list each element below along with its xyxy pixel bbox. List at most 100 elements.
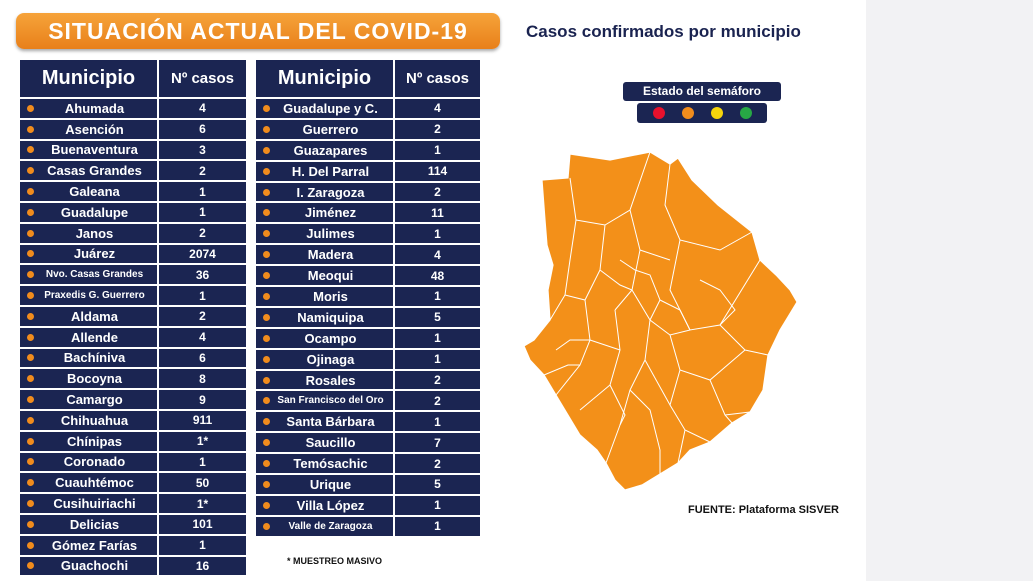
table-header: Municipio Nº casos [20, 60, 246, 97]
cases-count: 9 [159, 390, 246, 409]
municipio-name: Janos [75, 225, 114, 241]
table-body: Ahumada 4 Asención 6 Buenaventura 3 Casas Gran… [20, 99, 246, 576]
municipio-name: Saucillo [305, 435, 356, 451]
table-row: Casas Grandes 2 [20, 161, 246, 181]
table-row: Buenaventura 3 [20, 140, 246, 160]
traffic-light-legend: Estado del semáforo [623, 82, 781, 123]
cases-count: 4 [159, 327, 246, 347]
municipio-name: Allende [71, 329, 118, 345]
status-dot-icon [27, 146, 34, 154]
status-dot-icon [27, 188, 34, 196]
status-dot-icon [263, 125, 270, 133]
chihuahua-map [523, 151, 798, 491]
cases-count: 6 [159, 119, 246, 139]
table-row: Ojinaga 1 [256, 349, 480, 369]
table-row: Guerrero 2 [256, 119, 480, 139]
municipio-name: Julimes [306, 226, 355, 242]
municipio-name: Rosales [305, 372, 356, 388]
status-dot-icon [263, 460, 270, 468]
municipio-cell: Guadalupe [20, 202, 157, 222]
municipio-name: Guerrero [302, 121, 359, 137]
municipio-cell: Guazapares [256, 140, 393, 160]
municipio-name: Meoqui [307, 268, 354, 284]
cases-count: 1 [395, 412, 480, 432]
cases-count: 1* [159, 494, 246, 513]
cases-count: 1 [395, 328, 480, 348]
status-dot-icon [27, 416, 34, 424]
municipio-cell: Gómez Farías [20, 535, 157, 555]
municipio-name: Camargo [66, 392, 123, 408]
cases-count: 1 [159, 182, 246, 201]
municipio-cell: Cuauhtémoc [20, 473, 157, 493]
status-dot-icon [263, 501, 270, 509]
state-shape [523, 151, 798, 491]
municipio-cell: Saucillo [256, 433, 393, 453]
cases-count: 1* [159, 431, 246, 451]
status-dot-icon [263, 313, 270, 321]
municipio-name: Ahumada [64, 100, 125, 116]
table-row: Santa Bárbara 1 [256, 412, 480, 432]
municipio-cell: Ojinaga [256, 349, 393, 369]
table-row: Rosales 2 [256, 370, 480, 390]
cases-count: 2 [395, 391, 480, 411]
municipio-cell: Santa Bárbara [256, 412, 393, 432]
municipio-name: Madera [307, 247, 354, 263]
municipio-cell: Bachíniva [20, 348, 157, 368]
municipio-cell: Rosales [256, 370, 393, 390]
municipio-name: Chihuahua [60, 412, 129, 428]
cases-count: 101 [159, 514, 246, 534]
municipio-cell: Galeana [20, 182, 157, 201]
status-dot-icon [263, 376, 270, 384]
municipio-name: Bocoyna [67, 371, 122, 387]
status-dot-icon [27, 541, 34, 549]
table-row: Bachíniva 6 [20, 348, 246, 368]
status-dot-icon [27, 250, 34, 258]
table-row: Cusihuiriachi 1* [20, 494, 246, 513]
municipio-cell: Guadalupe y C. [256, 99, 393, 118]
status-dot-icon [263, 439, 270, 447]
municipio-name: Valle de Zaragoza [288, 520, 373, 532]
table-row: I. Zaragoza 2 [256, 182, 480, 202]
municipio-name: Guachochi [60, 558, 129, 574]
municipio-name: Santa Bárbara [286, 414, 375, 430]
table-row: Valle de Zaragoza 1 [256, 516, 480, 536]
status-dot-icon [263, 188, 270, 196]
light-yellow-icon [710, 107, 723, 119]
light-orange-icon [681, 107, 694, 119]
municipio-cell: Camargo [20, 390, 157, 409]
table-row: Urique 5 [256, 475, 480, 494]
cases-count: 1 [395, 349, 480, 369]
cases-count: 2 [159, 306, 246, 326]
header-casos: Nº casos [395, 60, 480, 97]
cases-count: 16 [159, 556, 246, 576]
cases-count: 114 [395, 161, 480, 181]
municipio-cell: Casas Grandes [20, 161, 157, 181]
municipio-name: Asención [65, 121, 124, 137]
cases-count: 1 [159, 286, 246, 305]
municipio-name: Guadalupe [60, 204, 129, 220]
cases-count: 11 [395, 203, 480, 223]
municipio-cell: Jiménez [256, 203, 393, 223]
municipio-name: Ocampo [304, 330, 357, 346]
cases-count: 2074 [159, 244, 246, 264]
table-row: Madera 4 [256, 245, 480, 265]
status-dot-icon [27, 520, 34, 528]
table-row: Temósachic 2 [256, 454, 480, 474]
table-row: Guadalupe 1 [20, 202, 246, 222]
cases-count: 1 [395, 224, 480, 244]
cases-count: 4 [395, 99, 480, 118]
municipio-cell: Ocampo [256, 328, 393, 348]
cases-count: 2 [159, 223, 246, 243]
municipio-cell: Delicias [20, 514, 157, 534]
cases-count: 5 [395, 307, 480, 327]
status-dot-icon [27, 375, 34, 383]
status-dot-icon [27, 125, 34, 133]
municipio-cell: Cusihuiriachi [20, 494, 157, 513]
table-header: Municipio Nº casos [256, 60, 480, 97]
municipio-cell: Allende [20, 327, 157, 347]
municipio-name: Aldama [71, 308, 118, 324]
municipio-cell: Chínipas [20, 431, 157, 451]
table-row: Nvo. Casas Grandes 36 [20, 265, 246, 285]
table-row: Janos 2 [20, 223, 246, 243]
cases-count: 5 [395, 475, 480, 494]
